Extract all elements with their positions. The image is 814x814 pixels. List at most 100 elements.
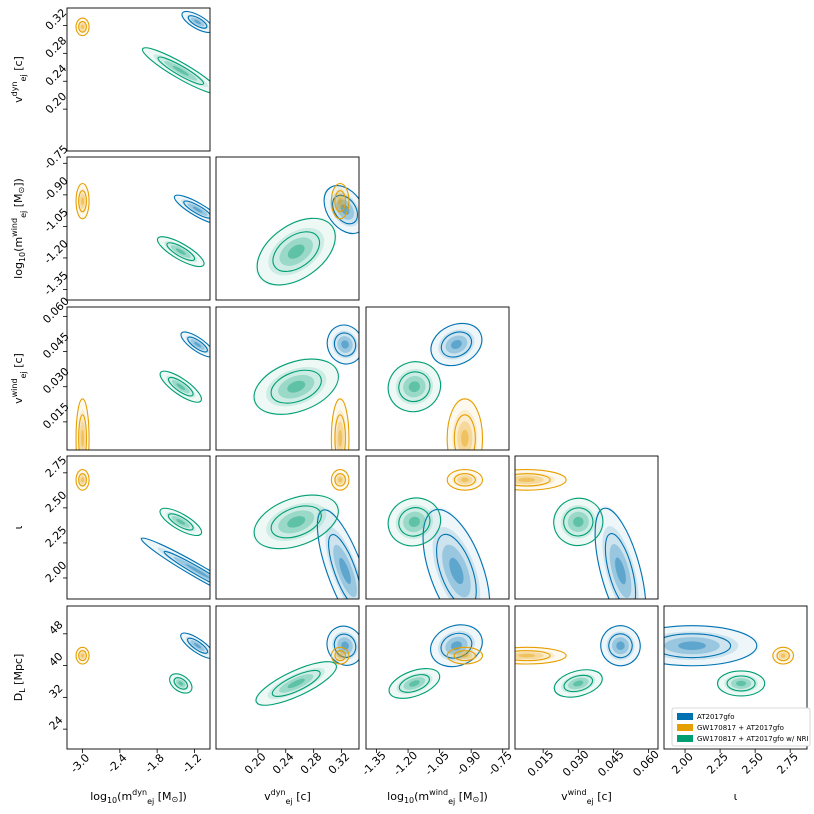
- contour-outer: [141, 47, 210, 95]
- density-cell: [396, 672, 433, 695]
- y-tick-label: -1.20: [41, 237, 70, 266]
- contour-inner: [398, 507, 431, 537]
- contour-outer: [173, 194, 210, 225]
- density-cell: [156, 236, 206, 268]
- density-cell: [172, 65, 189, 76]
- density-cell: [77, 188, 88, 214]
- density-cell: [171, 516, 190, 528]
- density-cell: [138, 536, 210, 599]
- density-cell: [77, 649, 88, 662]
- density-cell: [187, 203, 208, 216]
- density-cell: [452, 472, 478, 488]
- posterior-gw170817-at2017gfo: [515, 468, 568, 491]
- y-tick-label: 0.20: [43, 90, 70, 117]
- x-tick-label: 0.015: [525, 748, 556, 779]
- density-cell: [181, 199, 210, 220]
- density-cell: [77, 20, 88, 34]
- contour-outer: [717, 670, 766, 697]
- density-cell: [446, 397, 484, 450]
- density-cell: [518, 477, 536, 483]
- contour-outer: [156, 236, 205, 268]
- contour-outer: [326, 625, 359, 666]
- panel-frame: [66, 7, 211, 152]
- density-cell: [461, 653, 469, 658]
- contour-outer: [169, 673, 193, 694]
- posterior-gw170817-at2017gfo: [330, 646, 350, 665]
- contour-outer: [330, 182, 350, 220]
- contour-inner: [604, 533, 637, 599]
- y-tick-label: 48: [47, 618, 66, 637]
- posterior-gw170817-at2017gfo: [515, 646, 568, 665]
- y-tick-label: 2.00: [43, 559, 70, 586]
- panel-frame: [66, 605, 211, 750]
- contour-inner: [332, 194, 359, 225]
- density-cell: [75, 469, 90, 491]
- density-cell: [75, 17, 90, 37]
- posterior-gw170817-at2017gfo: [330, 182, 350, 220]
- contour-inner: [187, 15, 208, 29]
- density-cell: [606, 631, 635, 661]
- contour-outer: [664, 625, 758, 667]
- density-cell: [185, 563, 210, 579]
- density-cell: [332, 631, 358, 660]
- density-cell: [775, 649, 791, 662]
- x-tick-label: 0.24: [270, 750, 297, 777]
- contour-inner: [440, 632, 473, 659]
- x-tick-label: 2.50: [739, 750, 766, 777]
- density-cell: [330, 469, 350, 491]
- contour-inner: [334, 473, 346, 487]
- density-cell: [287, 678, 305, 689]
- density-cell: [457, 652, 473, 660]
- x-tick-label: 0.32: [326, 750, 353, 777]
- legend-swatch-at2017gfo: [677, 713, 693, 720]
- x-tick-label: -2.4: [105, 751, 129, 775]
- posterior-gw170817-at2017gfo-w-nri: [159, 507, 203, 537]
- contour-outer: [553, 497, 604, 547]
- contour-inner: [187, 637, 209, 654]
- posterior-gw170817-at2017gfo-w-nri: [386, 360, 442, 413]
- density-cell: [79, 23, 86, 31]
- contour-inner: [183, 200, 210, 219]
- x-tick-label: 2.00: [669, 750, 696, 777]
- density-cell: [341, 340, 349, 349]
- panel-mdyn-vs-dl: 24 32 40 48 DL [Mpc] -3.0 -2.4 -1.8 -1.2 log10(md…: [12, 605, 211, 806]
- y-tick-label: 0.24: [43, 62, 70, 89]
- posterior-at2017gfo: [181, 10, 210, 33]
- x-tick-label: -1.35: [359, 749, 388, 778]
- density-cell: [81, 653, 84, 658]
- density-cell: [445, 335, 468, 354]
- density-cell: [165, 512, 196, 532]
- density-cell: [573, 680, 584, 687]
- density-cell: [185, 636, 210, 655]
- contour-inner: [453, 473, 476, 487]
- density-cell: [560, 505, 596, 539]
- panel-vdyn-vs-iota: [215, 455, 360, 600]
- posterior-at2017gfo: [429, 623, 484, 668]
- posterior-at2017gfo: [429, 322, 484, 367]
- density-cell: [266, 367, 327, 407]
- density-cell: [279, 674, 314, 693]
- density-cell: [568, 677, 589, 690]
- density-cell: [457, 421, 473, 450]
- y-tick-label: 2.75: [43, 454, 70, 481]
- density-cell: [338, 429, 343, 447]
- density-cell: [778, 652, 788, 660]
- posterior-gw170817-at2017gfo: [446, 646, 484, 665]
- contour-outer: [600, 625, 641, 667]
- density-cell: [599, 624, 642, 667]
- posterior-at2017gfo: [593, 505, 648, 599]
- density-cell: [252, 493, 341, 550]
- posterior-at2017gfo: [599, 624, 642, 667]
- density-cell: [395, 368, 434, 405]
- density-cell: [403, 376, 426, 398]
- contour-inner: [272, 231, 321, 272]
- y-axis-label-vwind: vwindej [c]: [10, 353, 28, 404]
- density-cell: [79, 475, 86, 485]
- x-axis-label-mdyn: log10(mdynej [M⊙]): [90, 788, 187, 806]
- density-cell: [336, 199, 355, 220]
- legend-swatch-gw170817-at2017gfo-w-nri: [677, 735, 693, 742]
- posterior-gw170817-at2017gfo: [330, 397, 350, 450]
- density-cell: [780, 653, 786, 658]
- density-cell: [159, 370, 203, 403]
- density-cell: [157, 547, 210, 595]
